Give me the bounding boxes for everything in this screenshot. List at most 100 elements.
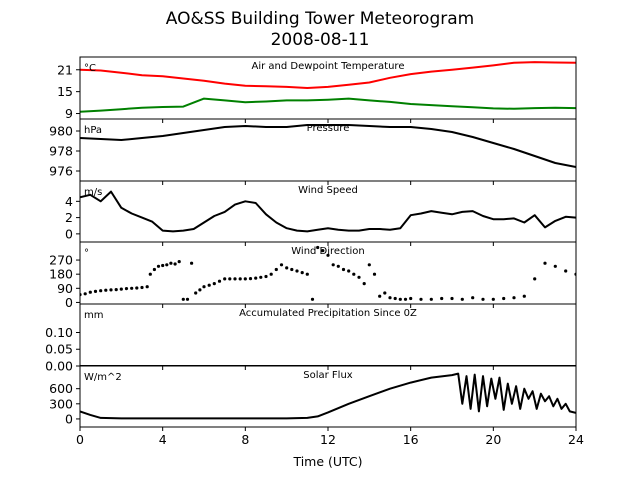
wind-direction-point — [305, 272, 309, 276]
wind-direction-point — [190, 261, 194, 265]
wind-direction-point — [177, 260, 181, 264]
wind-direction-point — [223, 277, 227, 281]
wind-speed-title: Wind Speed — [298, 185, 358, 196]
wind-direction-point — [316, 245, 320, 250]
pressure-panel: 976 978 980 hPa Pressure — [49, 118, 577, 185]
wind-speed-ytick-label: 4 — [65, 194, 73, 209]
solar-flux-series — [80, 372, 576, 420]
pressure-series — [80, 124, 576, 168]
wind-direction-point — [321, 249, 325, 253]
wind-direction-point — [217, 279, 222, 283]
wind-direction-point — [173, 262, 177, 266]
temperature-unit: °C — [84, 63, 96, 74]
wind-speed-line-0 — [80, 190, 576, 233]
wind-direction-point — [140, 285, 144, 290]
x-tick-label: 24 — [568, 432, 584, 447]
wind-direction-point — [491, 297, 495, 301]
wind-direction-point — [372, 272, 377, 276]
wind-direction-point — [124, 287, 129, 291]
wind-direction-point — [471, 296, 475, 300]
wind-direction-point — [99, 289, 103, 293]
wind-direction-unit: ° — [84, 248, 89, 259]
wind-direction-point — [145, 285, 149, 289]
wind-direction-point — [331, 263, 335, 267]
wind-direction-point — [522, 294, 526, 298]
precipitation-ytick-label: 0.05 — [45, 342, 73, 357]
wind-speed-panel: 024 m/s Wind Speed — [65, 180, 577, 246]
wind-direction-point — [300, 271, 304, 275]
wind-direction-point — [419, 297, 423, 301]
wind-direction-series — [80, 245, 576, 301]
temperature-line-0 — [80, 61, 576, 89]
wind-direction-title: Wind Direction — [291, 246, 365, 257]
wind-direction-point — [243, 277, 247, 281]
wind-direction-point — [403, 297, 408, 301]
figure-subtitle: 2008-08-11 — [271, 30, 370, 50]
temperature-panel: 9 15 21 °C Air and Dewpoint Temperature — [57, 56, 577, 123]
precipitation-title: Accumulated Precipitation Since 0Z — [239, 308, 417, 319]
wind-direction-point — [279, 263, 284, 267]
wind-direction-point — [130, 286, 134, 290]
wind-direction-point — [310, 297, 315, 301]
x-axis: 0 4 8 12 16 20 24 — [76, 432, 584, 447]
x-tick-label: 20 — [485, 432, 501, 447]
wind-direction-point — [198, 288, 202, 292]
wind-direction-point — [114, 288, 118, 292]
pressure-unit: hPa — [84, 125, 102, 136]
pressure-ytick-label: 976 — [49, 164, 73, 179]
wind-direction-point — [135, 286, 139, 290]
wind-direction-point — [367, 263, 371, 267]
x-tick-label: 8 — [241, 432, 249, 447]
solar-flux-title: Solar Flux — [303, 370, 353, 381]
wind-direction-point — [502, 296, 506, 301]
wind-direction-point — [362, 282, 366, 286]
x-tick-label: 4 — [159, 432, 167, 447]
wind-direction-point — [295, 269, 299, 273]
wind-direction-point — [88, 290, 92, 294]
wind-direction-point — [83, 292, 87, 296]
wind-direction-point — [290, 267, 294, 272]
wind-direction-point — [228, 277, 232, 281]
pressure-title: Pressure — [307, 123, 350, 134]
wind-direction-point — [259, 275, 263, 279]
wind-direction-point — [202, 285, 206, 289]
temperature-ytick-label: 21 — [57, 62, 73, 77]
wind-direction-point — [169, 261, 173, 265]
wind-direction-point — [212, 282, 216, 286]
wind-direction-point — [119, 287, 123, 291]
x-tick-label: 12 — [320, 432, 336, 447]
wind-direction-point — [341, 267, 346, 272]
wind-direction-point — [233, 277, 237, 281]
wind-speed-ytick-label: 0 — [65, 226, 73, 241]
precipitation-panel: 0.00 0.05 0.10 mm Accumulated Precipitation … — [45, 303, 577, 374]
wind-speed-unit: m/s — [84, 187, 102, 198]
solar-flux-ytick-label: 600 — [49, 381, 73, 396]
temperature-ytick-label: 15 — [57, 84, 73, 99]
wind-direction-point — [357, 275, 361, 279]
wind-direction-point — [285, 266, 289, 270]
temperature-line-1 — [80, 97, 576, 113]
x-axis-label: Time (UTC) — [292, 454, 362, 469]
precipitation-ytick-label: 0.00 — [45, 359, 73, 374]
x-tick-label: 16 — [403, 432, 419, 447]
wind-direction-point — [274, 267, 278, 272]
precipitation-ytick-label: 0.10 — [45, 325, 73, 340]
wind-direction-point — [165, 263, 169, 267]
wind-direction-point — [383, 291, 387, 295]
wind-speed-ytick-label: 2 — [65, 210, 73, 225]
solar-flux-ytick-label: 0 — [65, 411, 73, 426]
x-tick-label: 0 — [76, 432, 84, 447]
solar-flux-line-0 — [80, 372, 576, 420]
wind-direction-point — [326, 253, 330, 257]
wind-direction-point — [352, 272, 356, 276]
wind-direction-point — [104, 288, 108, 292]
figure-title: AO&SS Building Tower Meteorogram — [166, 9, 474, 29]
wind-direction-point — [152, 267, 156, 272]
wind-direction-point — [156, 264, 161, 268]
temperature-title: Air and Dewpoint Temperature — [252, 61, 405, 72]
wind-direction-point — [109, 288, 113, 292]
wind-direction-point — [393, 296, 397, 301]
wind-direction-point — [181, 297, 185, 301]
